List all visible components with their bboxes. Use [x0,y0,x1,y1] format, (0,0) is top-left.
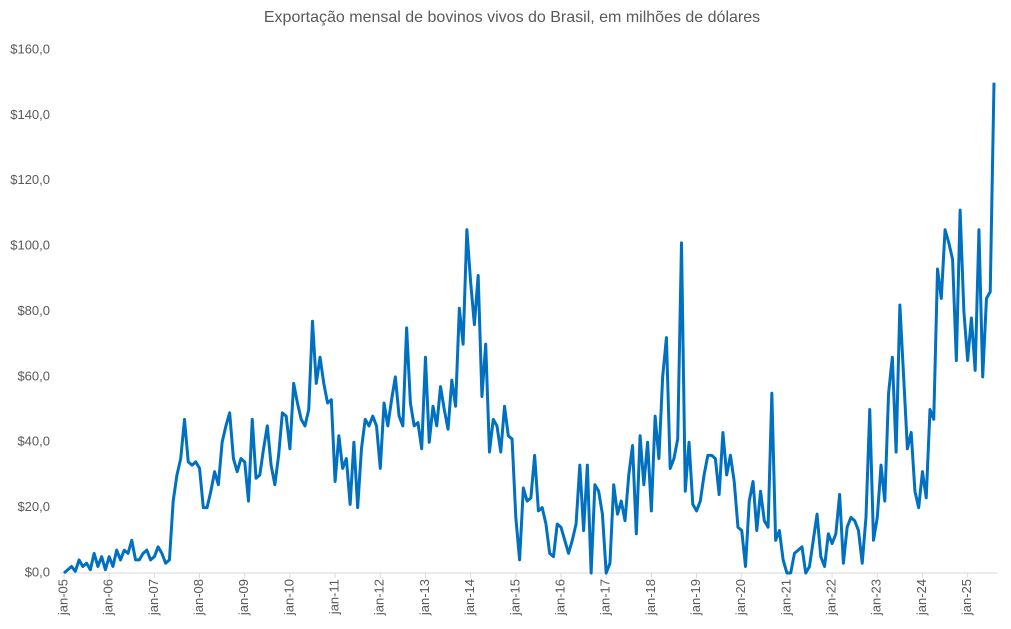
x-tick-label: jan-19 [688,579,703,616]
x-tick-label: jan-12 [372,579,387,616]
x-tick-label: jan-15 [507,579,522,616]
x-tick-label: jan-06 [101,579,116,616]
x-tick-label: jan-20 [733,579,748,616]
data-line [63,82,996,575]
chart-title: Exportação mensal de bovinos vivos do Br… [264,9,760,26]
x-tick-label: jan-13 [417,579,432,616]
y-tick-label: $40,0 [17,434,50,449]
x-tick-label: jan-09 [236,579,251,616]
y-tick-label: $60,0 [17,368,50,383]
y-tick-label: $0,0 [25,564,50,579]
y-tick-label: $80,0 [17,303,50,318]
y-tick-label: $120,0 [10,172,50,187]
x-tick-label: jan-24 [914,579,929,616]
x-tick-label: jan-16 [552,579,567,616]
x-tick-label: jan-23 [869,579,884,616]
x-tick-label: jan-05 [55,579,70,616]
x-tick-label: jan-11 [327,579,342,615]
y-tick-label: $160,0 [10,41,50,56]
y-tick-label: $140,0 [10,107,50,122]
x-tick-label: jan-17 [598,579,613,616]
x-tick-label: jan-10 [281,579,296,616]
x-tick-label: jan-08 [191,579,206,616]
x-tick-label: jan-18 [643,579,658,616]
x-tick-label: jan-07 [146,579,161,616]
x-tick-label: jan-25 [959,579,974,616]
x-tick-label: jan-22 [824,579,839,616]
y-tick-label: $100,0 [10,238,50,253]
x-tick-label: jan-14 [462,579,477,616]
y-tick-label: $20,0 [17,499,50,514]
x-tick-label: jan-21 [778,579,793,616]
